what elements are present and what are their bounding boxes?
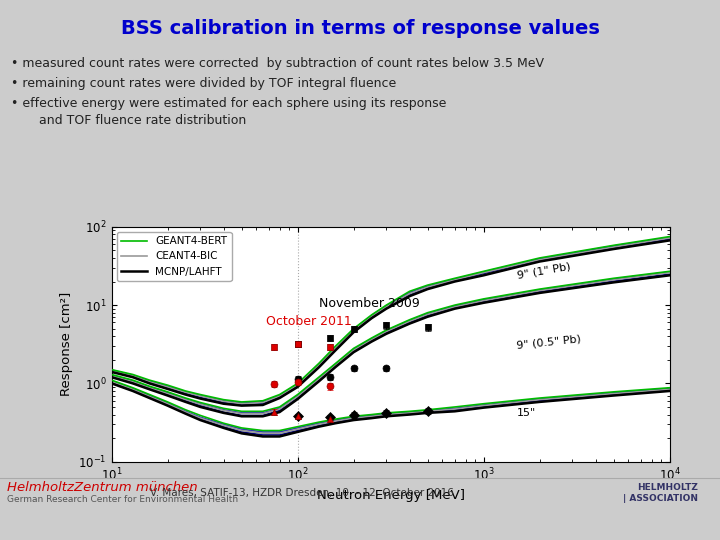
Text: 15": 15" bbox=[516, 408, 536, 418]
Text: November 2009: November 2009 bbox=[319, 297, 420, 310]
X-axis label: Neutron Energy [MeV]: Neutron Energy [MeV] bbox=[317, 489, 464, 502]
Text: 9" (0.5" Pb): 9" (0.5" Pb) bbox=[516, 334, 582, 350]
Legend: GEANT4-BERT, CEANT4-BIC, MCNP/LAHFT: GEANT4-BERT, CEANT4-BIC, MCNP/LAHFT bbox=[117, 232, 232, 281]
Text: October 2011: October 2011 bbox=[266, 315, 352, 328]
Text: HELMHOLTZ
| ASSOCIATION: HELMHOLTZ | ASSOCIATION bbox=[624, 483, 698, 503]
Text: • remaining count rates were divided by TOF integral fluence: • remaining count rates were divided by … bbox=[11, 77, 396, 90]
Text: HelmholtzZentrum münchen: HelmholtzZentrum münchen bbox=[7, 481, 198, 494]
Text: and TOF fluence rate distribution: and TOF fluence rate distribution bbox=[11, 114, 246, 127]
Text: V. Mares, SATIF-13, HZDR Dresden, 10. - 12. October 2016: V. Mares, SATIF-13, HZDR Dresden, 10. - … bbox=[150, 488, 454, 498]
Text: 9" (1" Pb): 9" (1" Pb) bbox=[516, 261, 572, 280]
Text: • measured count rates were corrected  by subtraction of count rates below 3.5 M: • measured count rates were corrected by… bbox=[11, 57, 544, 70]
Y-axis label: Response [cm²]: Response [cm²] bbox=[60, 292, 73, 396]
Text: • effective energy were estimated for each sphere using its response: • effective energy were estimated for ea… bbox=[11, 97, 446, 110]
Text: German Research Center for Environmental Health: German Research Center for Environmental… bbox=[7, 495, 238, 504]
Text: BSS calibration in terms of response values: BSS calibration in terms of response val… bbox=[120, 19, 600, 38]
